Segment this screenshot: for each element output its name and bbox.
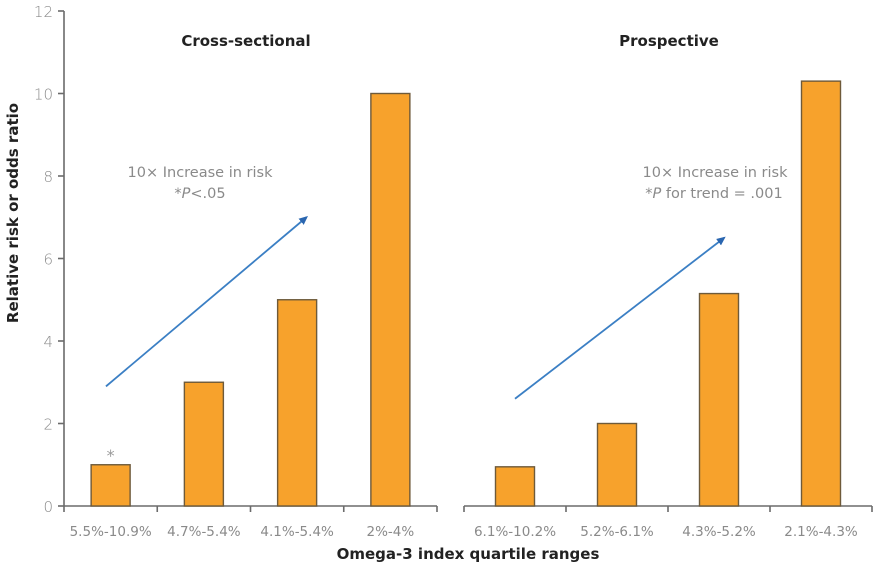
bars-prospective bbox=[494, 80, 842, 507]
bar bbox=[90, 464, 131, 507]
y-tick-label: 10 bbox=[34, 86, 53, 104]
x-ticks-prospective bbox=[463, 506, 873, 512]
annotation-line2-cross-sectional: *P<.05 bbox=[174, 186, 225, 202]
x-category-label: 4.1%-5.4% bbox=[260, 524, 334, 540]
annotation-p-italic: P bbox=[653, 186, 662, 202]
panel-title-cross-sectional: Cross-sectional bbox=[181, 32, 310, 50]
x-category-label: 6.1%-10.2% bbox=[474, 524, 556, 540]
x-category-label: 4.7%-5.4% bbox=[167, 524, 241, 540]
annotation-line2-prospective: *P for trend = .001 bbox=[645, 186, 782, 202]
trend-arrow-cross-sectional bbox=[105, 215, 308, 388]
x-category-label: 2.1%-4.3% bbox=[784, 524, 858, 540]
bar bbox=[183, 381, 225, 507]
annotation-line1-prospective: 10× Increase in risk bbox=[643, 165, 789, 181]
x-ticks-cross-sectional bbox=[63, 506, 438, 512]
annotation-p-italic: P bbox=[182, 186, 191, 202]
y-axis: 0 2 4 6 8 10 12 bbox=[34, 3, 65, 516]
bar bbox=[494, 466, 536, 507]
x-category-label: 2%-4% bbox=[367, 524, 415, 540]
y-tick-label: 4 bbox=[43, 333, 53, 351]
significance-star: * bbox=[107, 446, 115, 465]
panel-cross-sectional: Cross-sectional 5.5%-10.9% 4.7%-5.4% 4.1%-… bbox=[63, 32, 438, 540]
category-labels-prospective: 6.1%-10.2% 5.2%-6.1% 4.3%-5.2% 2.1%-4.3% bbox=[474, 524, 858, 540]
panel-title-prospective: Prospective bbox=[619, 32, 719, 50]
bar bbox=[800, 80, 842, 507]
annotation-line1-cross-sectional: 10× Increase in risk bbox=[128, 165, 274, 181]
annotation-suffix: <.05 bbox=[190, 186, 225, 202]
y-tick-label: 6 bbox=[43, 251, 53, 269]
x-category-label: 5.5%-10.9% bbox=[70, 524, 152, 540]
x-axis-title: Omega-3 index quartile ranges bbox=[337, 545, 600, 563]
bar bbox=[698, 292, 740, 507]
category-labels-cross-sectional: 5.5%-10.9% 4.7%-5.4% 4.1%-5.4% 2%-4% bbox=[70, 524, 415, 540]
bar bbox=[370, 92, 411, 507]
y-tick-label: 12 bbox=[34, 3, 53, 21]
bar bbox=[276, 299, 318, 507]
x-category-label: 4.3%-5.2% bbox=[682, 524, 756, 540]
y-ticks: 0 2 4 6 8 10 12 bbox=[34, 3, 64, 516]
y-tick-label: 0 bbox=[43, 498, 53, 516]
annotation-prefix: * bbox=[645, 186, 652, 202]
annotation-suffix: for trend = .001 bbox=[661, 186, 782, 202]
panel-prospective: Prospective 6.1%-10.2% 5.2%-6.1% 4.3%-5.2%… bbox=[463, 32, 873, 540]
trend-arrow-prospective bbox=[514, 236, 726, 400]
bars-cross-sectional bbox=[90, 92, 411, 507]
bar bbox=[596, 422, 638, 507]
annotation-prefix: * bbox=[174, 186, 181, 202]
y-tick-label: 8 bbox=[43, 168, 53, 186]
y-tick-label: 2 bbox=[43, 416, 53, 434]
y-axis-title: Relative risk or odds ratio bbox=[4, 103, 22, 323]
x-category-label: 5.2%-6.1% bbox=[580, 524, 654, 540]
